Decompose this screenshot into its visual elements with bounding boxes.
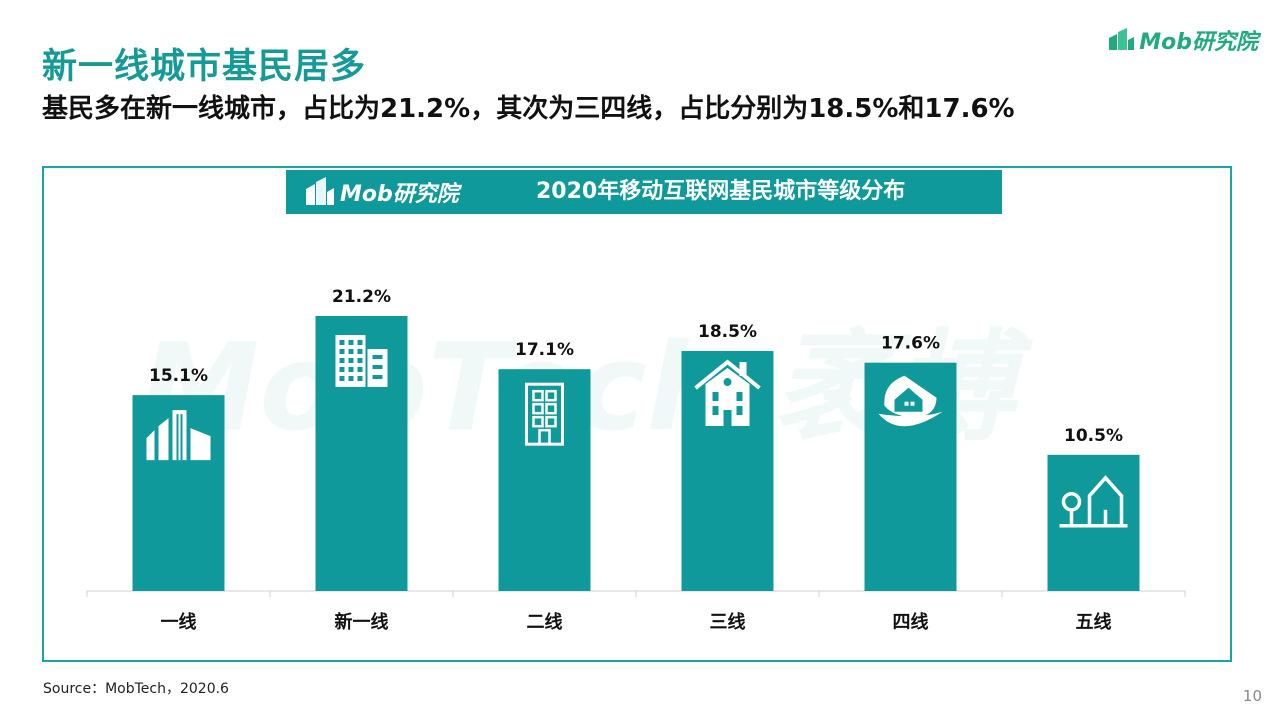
mob-logo-icon: [306, 177, 334, 205]
data-label: 15.1%: [149, 366, 208, 386]
x-tick-label: 三线: [710, 611, 746, 633]
page-subtitle: 基民多在新一线城市，占比为21.2%，其次为三四线，占比分别为18.5%和17.…: [42, 94, 1015, 124]
apartment-building-icon: [525, 382, 564, 446]
data-label: 17.1%: [515, 340, 574, 360]
data-label: 21.2%: [332, 287, 391, 307]
office-tower-icon: [335, 335, 388, 387]
banner-logo: Mob研究院: [304, 176, 459, 208]
brand-name: Mob研究院: [1139, 30, 1258, 55]
page-title: 新一线城市基民居多: [42, 47, 367, 87]
x-tick-label: 二线: [527, 611, 563, 633]
bar-二线: [498, 369, 591, 591]
data-label: 10.5%: [1064, 426, 1123, 446]
banner-brand-name: Mob研究院: [340, 182, 459, 207]
chart-title: 2020年移动互联网基民城市等级分布: [536, 179, 906, 204]
data-label: 17.6%: [881, 334, 940, 354]
x-tick-label: 一线: [161, 611, 197, 633]
page-number: 10: [1242, 687, 1262, 705]
mob-logo-icon: [1109, 28, 1135, 50]
house-icon: [694, 359, 761, 427]
city-skyline-icon: [146, 410, 211, 461]
x-tick-label: 四线: [893, 611, 929, 633]
tree-house-icon: [1059, 475, 1128, 528]
bar-五线: [1047, 454, 1140, 591]
x-tick-label: 五线: [1076, 611, 1112, 633]
source-note: Source：MobTech，2020.6: [43, 681, 229, 697]
brand-logo: Mob研究院: [1107, 24, 1258, 56]
x-tick-label: 新一线: [335, 611, 389, 633]
chart-banner: Mob研究院 2020年移动互联网基民城市等级分布: [286, 170, 1002, 214]
chart-panel: Mob研究院 2020年移动互联网基民城市等级分布: [42, 166, 1232, 662]
data-label: 18.5%: [698, 322, 757, 342]
eco-house-icon: [878, 375, 943, 427]
